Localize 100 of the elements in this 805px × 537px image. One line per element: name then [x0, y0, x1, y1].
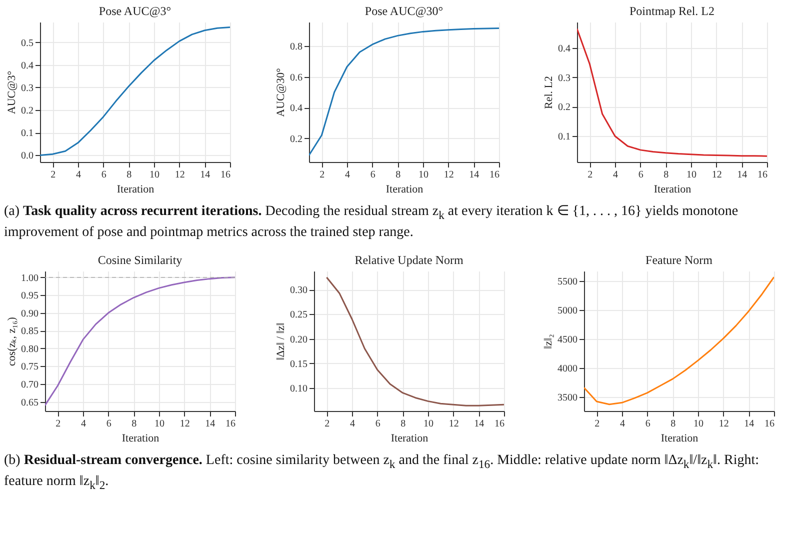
y-tick-label: 0.4	[558, 43, 570, 54]
x-tick-label: 12	[448, 418, 458, 430]
x-tick-label: 8	[132, 418, 137, 430]
x-tick-label: 6	[638, 170, 644, 180]
x-tick-label: 12	[443, 170, 454, 180]
y-tick-label: 0.20	[290, 334, 307, 346]
y-tick-label: 0.0	[21, 150, 34, 162]
x-tick-label: 12	[180, 418, 190, 430]
y-tick-label: 0.10	[290, 383, 307, 394]
x-tick-label: 16	[764, 418, 774, 430]
x-tick-label: 12	[712, 170, 722, 180]
y-tick-label: 0.4	[290, 103, 302, 114]
y-tick-label: 1.00	[21, 272, 38, 284]
y-tick-label: 0.6	[290, 72, 302, 84]
y-tick-label: 0.1	[558, 132, 570, 143]
y-axis-title: cos(zₖ, z₁₆)	[6, 316, 18, 366]
x-tick-label: 8	[126, 170, 132, 180]
x-tick-label: 10	[423, 418, 433, 430]
y-tick-label: 0.3	[21, 82, 34, 94]
chart-title: Pointmap Rel. L2	[630, 4, 714, 18]
y-axis-title: AUC@30°	[274, 68, 286, 117]
line-series	[577, 28, 767, 157]
x-tick-label: 14	[744, 418, 754, 430]
line-series	[325, 276, 504, 406]
x-tick-label: 10	[418, 170, 428, 180]
x-tick-label: 14	[468, 170, 479, 180]
y-tick-label: 4500	[558, 334, 578, 346]
x-tick-label: 16	[489, 170, 499, 180]
x-tick-label: 10	[150, 170, 160, 180]
x-tick-label: 12	[174, 170, 185, 180]
text: (b) Residual-stream convergence. Left: cosine similarity between z$_{k}$ and the final z$_{16}$. Middle: relative update norm ‖Δz$_{k}$‖/‖z$_{k}$‖. Right: feature norm ‖z$_{k}$‖$_{2}$.	[4, 452, 759, 492]
x-tick-label: 4	[350, 418, 354, 430]
x-tick-label: 6	[101, 170, 106, 180]
y-tick-label: 0.3	[558, 72, 570, 84]
y-tick-label: 0.2	[21, 106, 34, 117]
x-tick-label: 4	[344, 170, 350, 180]
x-tick-label: 14	[200, 170, 210, 180]
chart-title: Pose AUC@3°	[98, 4, 172, 18]
x-axis-title: Iteration	[660, 432, 699, 444]
x-tick-label: 6	[370, 170, 375, 180]
x-tick-label: 8	[400, 418, 406, 430]
y-tick-label: 0.95	[21, 290, 38, 302]
line-series	[40, 26, 230, 156]
y-axis-title: ‖Δz‖ / ‖z‖	[274, 322, 286, 360]
text: (a) Task quality across recurrent iterations. Decoding the residual stream z$_{k}$ at every iteration k ∈ {1, . . . , 16} yields monotone improvement of pose and pointmap metrics across the trained step range.	[4, 204, 738, 240]
y-tick-label: 3500	[558, 392, 578, 404]
y-tick-label: 0.30	[290, 284, 307, 296]
y-tick-label: 5500	[558, 276, 578, 288]
y-tick-label: 4000	[558, 363, 578, 374]
y-tick-label: 0.65	[21, 397, 38, 408]
x-axis-title: Iteration	[385, 184, 424, 196]
x-tick-label: 4	[81, 418, 86, 430]
line-series	[45, 276, 235, 406]
y-axis-title: ‖z‖₂	[542, 334, 554, 349]
x-axis-title: Iteration	[116, 184, 155, 196]
x-tick-label: 14	[737, 170, 748, 180]
chart-title: Pose AUC@30°	[364, 4, 443, 18]
y-tick-label: 0.2	[558, 102, 570, 114]
y-tick-label: 0.4	[21, 60, 34, 72]
x-tick-label: 6	[374, 418, 380, 430]
y-tick-label: 0.85	[21, 326, 38, 337]
x-tick-label: 16	[494, 418, 504, 430]
chart-title: Cosine Similarity	[98, 252, 182, 267]
y-tick-label: 5000	[558, 305, 578, 316]
y-tick-label: 0.70	[21, 379, 38, 390]
x-tick-label: 16	[220, 170, 230, 180]
x-tick-label: 2	[594, 418, 600, 430]
line-series	[584, 276, 774, 405]
x-tick-label: 2	[324, 418, 330, 430]
x-tick-label: 2	[319, 170, 324, 180]
y-tick-label: 0.80	[21, 344, 38, 355]
y-tick-label: 0.5	[21, 38, 34, 49]
x-tick-label: 16	[758, 170, 768, 180]
x-tick-label: 4	[76, 170, 81, 180]
x-tick-label: 8	[664, 170, 669, 180]
y-tick-label: 0.90	[21, 308, 38, 320]
x-tick-label: 10	[154, 418, 164, 430]
chart-title: Relative Update Norm	[354, 252, 464, 267]
x-tick-label: 6	[645, 418, 650, 430]
x-tick-label: 10	[686, 170, 696, 180]
y-tick-label: 0.15	[290, 358, 307, 370]
chart-title: Feature Norm	[646, 252, 714, 267]
x-tick-label: 6	[106, 418, 112, 430]
x-tick-label: 4	[613, 170, 618, 180]
x-tick-label: 12	[718, 418, 729, 430]
x-tick-label: 8	[395, 170, 400, 180]
x-axis-title: Iteration	[390, 432, 428, 444]
y-axis-title: Rel. L2	[543, 76, 555, 109]
x-axis-title: Iteration	[122, 432, 160, 444]
line-series	[308, 28, 498, 156]
x-tick-label: 10	[694, 418, 704, 430]
x-tick-label: 14	[205, 418, 216, 430]
x-tick-label: 4	[620, 418, 625, 430]
y-tick-label: 0.1	[21, 128, 34, 140]
y-tick-label: 0.2	[290, 134, 302, 145]
y-tick-label: 0.75	[21, 362, 38, 373]
y-tick-label: 0.8	[290, 42, 302, 52]
x-tick-label: 2	[588, 170, 593, 180]
x-tick-label: 14	[474, 418, 484, 430]
x-tick-label: 2	[56, 418, 61, 430]
